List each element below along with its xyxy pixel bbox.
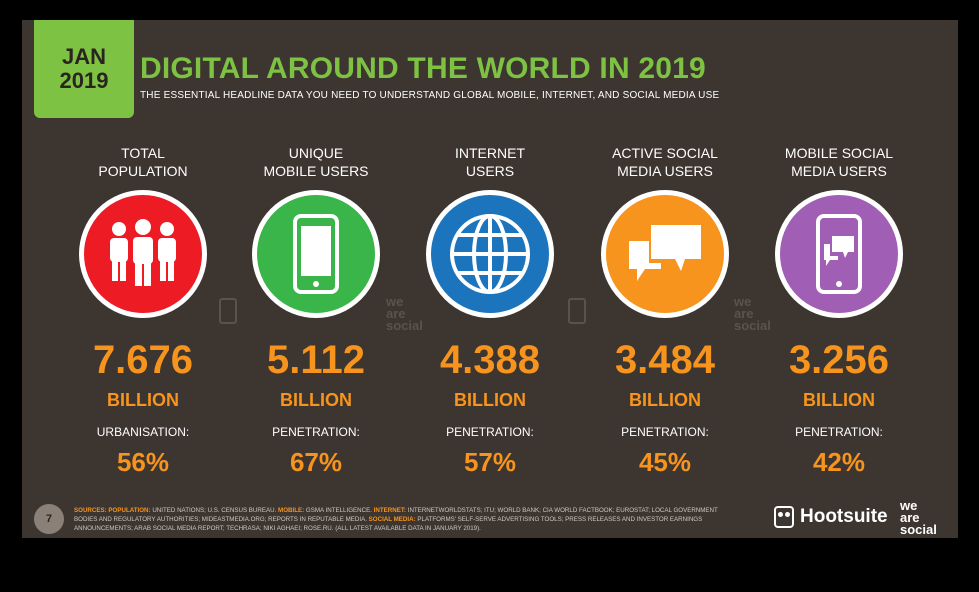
we-are-social-watermark: we are social [734,294,771,333]
stat-value: 7.676 [92,338,194,382]
hootsuite-watermark-icon [568,298,586,324]
people-icon [79,190,207,318]
stat-value: 3.484 [614,338,716,382]
stat-internet-users: INTERNET USERS 4.388 BILLION PENETRATION:… [415,144,565,478]
stat-sublabel: PENETRATION: [621,425,709,439]
infographic-slide: JAN 2019 DIGITAL AROUND THE WORLD IN 201… [22,20,958,538]
stat-percent: 57% [463,447,517,477]
page-title: DIGITAL AROUND THE WORLD IN 2019 [140,52,706,85]
stat-percent: 42% [812,447,866,477]
stat-unit: BILLION [454,390,526,410]
stat-sublabel: URBANISATION: [96,425,190,439]
globe-icon [426,190,554,318]
we-are-social-watermark: we are social [386,294,423,333]
owl-icon [774,506,794,528]
stat-active-social-media-users: ACTIVE SOCIAL MEDIA USERS 3.484 BILLION P… [590,144,740,478]
stat-unit: BILLION [280,390,352,410]
stat-label: TOTAL POPULATION [98,145,188,179]
stat-total-population: TOTAL POPULATION 7.676 BILLION URBANISATI… [68,144,218,478]
mobile-phone-icon [252,190,380,318]
stat-sublabel: PENETRATION: [272,425,360,439]
stat-sublabel: PENETRATION: [795,425,883,439]
stat-mobile-social-media-users: MOBILE SOCIAL MEDIA USERS 3.256 BILLION P… [764,144,914,478]
date-month: JAN [61,44,106,69]
stat-sublabel: PENETRATION: [446,425,534,439]
sources-text: SOURCES: POPULATION: UNITED NATIONS; U.S… [74,507,718,532]
date-year: 2019 [59,68,109,93]
stat-percent: 67% [289,447,343,477]
hootsuite-logo: Hootsuite [774,506,888,528]
date-badge: JAN 2019 [34,20,134,118]
stat-unit: BILLION [629,390,701,410]
stat-label: INTERNET USERS [455,145,525,179]
stat-value: 5.112 [267,338,365,382]
stat-unique-mobile-users: UNIQUE MOBILE USERS 5.112 BILLION PENETRA… [241,144,391,478]
stat-label: MOBILE SOCIAL MEDIA USERS [784,145,894,179]
speech-bubbles-icon [601,190,729,318]
mobile-chat-icon [775,190,903,318]
stat-percent: 56% [116,447,170,477]
page-number: 7 [34,504,64,534]
hootsuite-watermark-icon [219,298,237,324]
stat-value: 4.388 [439,338,541,382]
page-subtitle: THE ESSENTIAL HEADLINE DATA YOU NEED TO … [140,90,720,101]
stat-unit: BILLION [107,390,179,410]
stat-unit: BILLION [803,390,875,410]
brand-name: Hootsuite [800,506,888,527]
stat-label: UNIQUE MOBILE USERS [263,145,369,179]
stat-value: 3.256 [788,338,890,382]
we-are-social-logo: we are social [900,498,937,537]
stat-percent: 45% [638,447,692,477]
stat-label: ACTIVE SOCIAL MEDIA USERS [612,145,718,179]
